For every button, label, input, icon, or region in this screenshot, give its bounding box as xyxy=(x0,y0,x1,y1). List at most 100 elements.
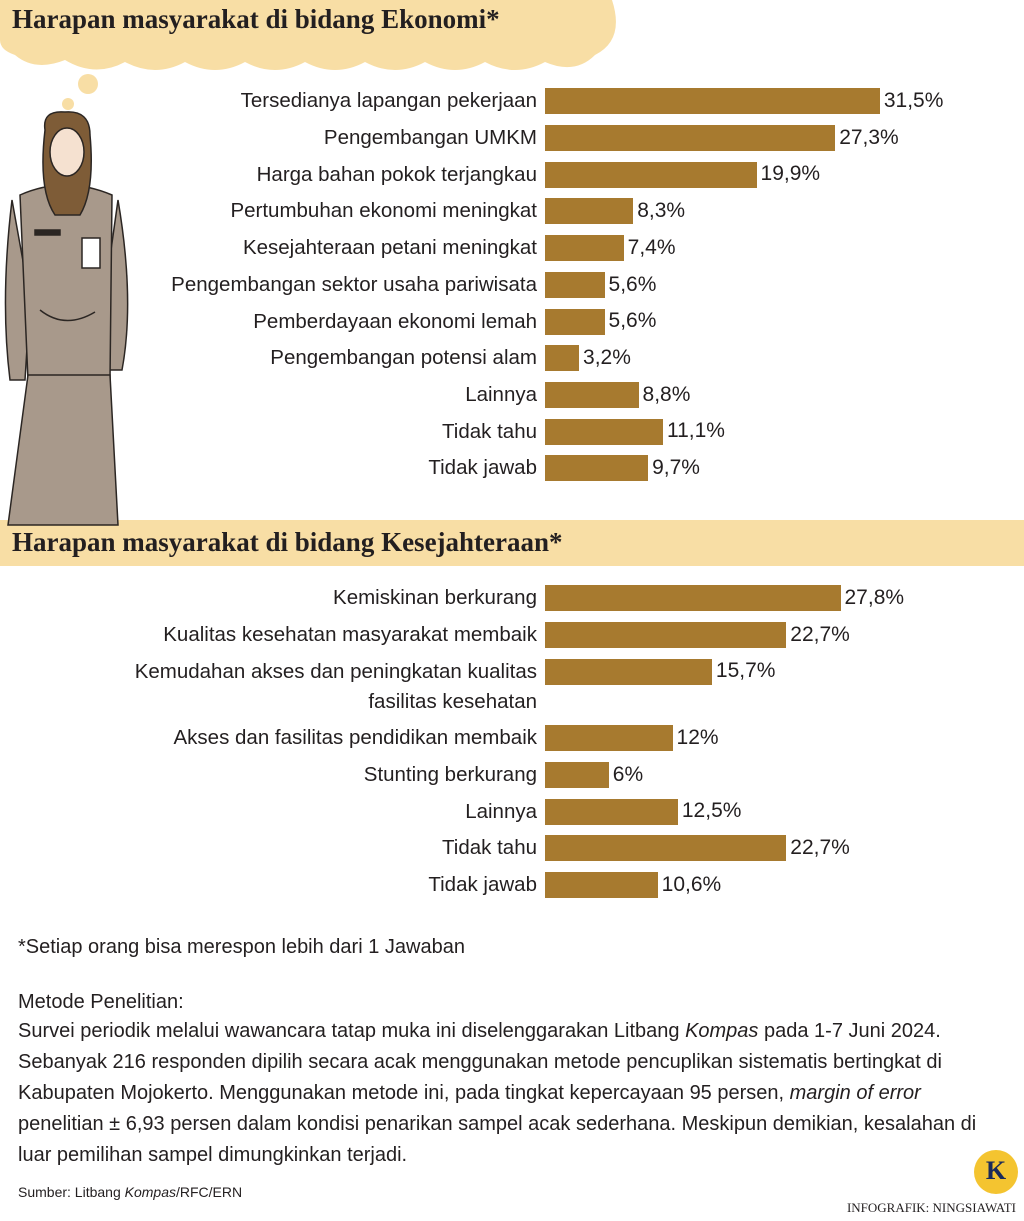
bar-row: Kemiskinan berkurang 27,8% xyxy=(0,580,1024,617)
illustration xyxy=(4,111,129,526)
value-label: 5,6% xyxy=(608,272,657,296)
bar-row: Pertumbuhan ekonomi meningkat 8,3% xyxy=(0,193,1024,230)
bar xyxy=(545,88,880,115)
bar xyxy=(545,835,787,862)
bar xyxy=(545,125,836,151)
category-label: Pengembangan UMKM xyxy=(323,126,537,149)
value-label: 5,6% xyxy=(608,309,657,333)
bar xyxy=(545,762,609,788)
value-label: 11,1% xyxy=(666,419,725,443)
value-label: 27,8% xyxy=(844,586,905,609)
value-label: 19,9% xyxy=(760,162,821,186)
bar xyxy=(545,658,712,685)
bar-row: Pemberdayaan ekonomi lemah 5,6% xyxy=(0,303,1024,340)
chart: Kemiskinan berkurang 27,8% Kualitas keseha… xyxy=(0,580,1024,904)
bar-row: Pengembangan UMKM 27,3% xyxy=(0,120,1024,157)
text-run: Kompas xyxy=(124,1184,176,1200)
value-label: 3,2% xyxy=(583,345,631,369)
value-label: 22,7% xyxy=(790,836,850,860)
bar-row: Pengembangan sektor usaha pariwisata 5,6% xyxy=(0,267,1024,304)
bar xyxy=(545,725,673,752)
text-run: Kompas xyxy=(685,1020,759,1042)
bar xyxy=(545,198,634,225)
method-text: Survei periodik melalui wawancara tatap … xyxy=(18,1016,1008,1171)
category-label: Akses dan fasilitas pendidikan membaik xyxy=(173,726,538,750)
bar xyxy=(545,418,663,445)
category-label: Pertumbuhan ekonomi meningkat xyxy=(230,199,537,223)
bar-row: Lainnya 8,8% xyxy=(0,377,1024,414)
logo: K xyxy=(985,1156,1007,1185)
value-label: 31,5% xyxy=(883,89,944,112)
bubble xyxy=(78,74,98,94)
text-run: Sumber: Litbang xyxy=(18,1184,125,1200)
bar xyxy=(545,308,605,335)
category-label: Harga bahan pokok terjangkau xyxy=(256,162,537,186)
category-label: Kemudahan akses dan peningkatan kualitas… xyxy=(134,659,537,713)
bar xyxy=(545,161,757,188)
category-label: Lainnya xyxy=(465,799,537,823)
value-label: 27,3% xyxy=(839,125,899,149)
bar xyxy=(545,798,678,825)
category-label: Tersedianya lapangan pekerjaan xyxy=(240,89,537,113)
chart: Tersedianya lapangan pekerjaan 31,5% Penge… xyxy=(0,83,1024,487)
category-label: Pengembangan potensi alam xyxy=(270,346,537,370)
value-label: 22,7% xyxy=(790,622,850,646)
title-band xyxy=(0,520,1024,566)
bar-row: Harga bahan pokok terjangkau 19,9% xyxy=(0,156,1024,193)
text-run: Survei periodik melalui wawancara tatap … xyxy=(18,1020,686,1042)
bar-row: Tersedianya lapangan pekerjaan 31,5% xyxy=(0,83,1024,120)
credit: INFOGRAFIK: NINGSIAWATI xyxy=(846,1200,1016,1215)
value-label: 12% xyxy=(676,726,719,749)
bar-row: Tidak jawab 9,7% xyxy=(0,450,1024,487)
bar xyxy=(545,455,649,482)
value-label: 9,7% xyxy=(652,456,700,480)
text-run: /RFC/ERN xyxy=(175,1184,243,1200)
bar xyxy=(545,622,787,648)
value-label: 12,5% xyxy=(681,799,742,823)
bar xyxy=(545,345,580,372)
value-label: 8,3% xyxy=(637,199,686,223)
category-label: Tidak jawab xyxy=(428,873,537,897)
bar xyxy=(545,872,658,899)
chart-title: Harapan masyarakat di bidang Ekonomi* xyxy=(12,4,500,34)
source: Sumber: Litbang Kompas/RFC/ERN xyxy=(18,1184,242,1200)
bar-row: Tidak tahu 22,7% xyxy=(0,830,1024,867)
bar-row: Kesejahteraan petani meningkat 7,4% xyxy=(0,230,1024,267)
value-label: 10,6% xyxy=(661,872,722,896)
bar xyxy=(545,235,624,262)
category-label: Lainnya xyxy=(465,382,537,406)
bar-row: Tidak tahu 11,1% xyxy=(0,413,1024,450)
category-label: Pemberdayaan ekonomi lemah xyxy=(253,309,537,333)
category-label: Tidak tahu xyxy=(442,419,537,443)
bar-row: Akses dan fasilitas pendidikan membaik 12… xyxy=(0,720,1024,757)
category-label: Kualitas kesehatan masyarakat membaik xyxy=(163,623,537,646)
bar xyxy=(545,271,605,298)
value-label: 8,8% xyxy=(642,382,691,406)
bar xyxy=(545,585,841,612)
bar xyxy=(545,381,639,408)
bar-row: Stunting berkurang 6% xyxy=(0,757,1024,794)
bar-row: Kemudahan akses dan peningkatan kualitas… xyxy=(0,653,1024,720)
text-run: pada 1-7 Juni 2024. Sebanyak 216 respond… xyxy=(18,1020,942,1104)
bar-row: Tidak jawab 10,6% xyxy=(0,867,1024,904)
text-run: penelitian ± 6,93 persen dalam kondisi p… xyxy=(18,1113,977,1166)
chart-title: Harapan masyarakat di bidang Kesejahtera… xyxy=(12,527,563,557)
value-label: 15,7% xyxy=(715,659,776,683)
category-label: Stunting berkurang xyxy=(363,763,537,786)
bar-row: Kualitas kesehatan masyarakat membaik 22,… xyxy=(0,617,1024,654)
category-label: Kesejahteraan petani meningkat xyxy=(242,236,537,260)
footnote: *Setiap orang bisa merespon lebih dari 1… xyxy=(18,936,465,958)
title-cloud xyxy=(0,0,616,70)
bubble xyxy=(62,98,74,110)
category-label: Pengembangan sektor usaha pariwisata xyxy=(171,272,537,296)
text-run: margin of error xyxy=(789,1082,921,1104)
category-label: Tidak tahu xyxy=(442,836,537,860)
bar-row: Lainnya 12,5% xyxy=(0,793,1024,830)
logo-circle xyxy=(974,1150,1018,1194)
value-label: 7,4% xyxy=(627,235,676,259)
category-label: Kemiskinan berkurang xyxy=(333,586,537,610)
bar-row: Pengembangan potensi alam 3,2% xyxy=(0,340,1024,377)
value-label: 6% xyxy=(612,762,644,786)
